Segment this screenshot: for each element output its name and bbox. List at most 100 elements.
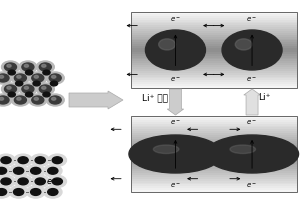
Bar	[130, 52, 297, 54]
Text: $e^-$: $e^-$	[247, 16, 258, 24]
Circle shape	[52, 178, 62, 185]
Bar	[130, 161, 297, 163]
Bar	[130, 142, 297, 144]
Circle shape	[17, 97, 21, 100]
Circle shape	[17, 75, 21, 78]
Bar	[130, 156, 297, 158]
Bar	[130, 48, 297, 50]
Bar	[130, 86, 297, 88]
FancyArrow shape	[167, 89, 184, 115]
Circle shape	[0, 154, 15, 166]
Circle shape	[0, 74, 9, 82]
Bar	[130, 169, 297, 171]
Circle shape	[8, 92, 15, 97]
Bar	[130, 31, 297, 33]
Bar	[130, 36, 297, 39]
Bar	[130, 165, 297, 167]
Bar	[130, 71, 297, 73]
Circle shape	[14, 154, 32, 166]
Circle shape	[24, 64, 28, 67]
Circle shape	[19, 83, 37, 95]
Circle shape	[159, 39, 176, 50]
Circle shape	[0, 167, 7, 174]
Circle shape	[4, 85, 16, 93]
Bar	[130, 42, 297, 44]
Circle shape	[0, 165, 11, 177]
Bar	[130, 163, 297, 165]
Circle shape	[39, 85, 51, 93]
Bar	[130, 38, 297, 40]
Circle shape	[0, 175, 15, 188]
Bar	[130, 118, 297, 120]
Bar	[130, 173, 297, 175]
Circle shape	[1, 157, 11, 164]
Circle shape	[52, 157, 62, 164]
Circle shape	[26, 70, 33, 75]
Text: $e^-$: $e^-$	[247, 118, 258, 127]
Bar	[130, 16, 297, 18]
Circle shape	[16, 81, 23, 86]
Circle shape	[14, 74, 26, 82]
Circle shape	[43, 70, 50, 75]
Circle shape	[26, 186, 45, 198]
Circle shape	[48, 154, 67, 166]
Bar	[130, 40, 297, 42]
Circle shape	[42, 86, 46, 89]
Circle shape	[22, 85, 34, 93]
Circle shape	[42, 64, 46, 67]
Circle shape	[7, 86, 11, 89]
Circle shape	[2, 61, 20, 73]
Circle shape	[48, 167, 58, 174]
Bar	[130, 69, 297, 71]
Circle shape	[14, 96, 26, 104]
Circle shape	[49, 96, 61, 104]
Bar	[130, 123, 297, 126]
Circle shape	[11, 72, 29, 84]
Bar	[130, 21, 297, 23]
Circle shape	[0, 189, 7, 195]
Text: $e^-$: $e^-$	[247, 182, 258, 190]
Bar	[130, 139, 297, 141]
Circle shape	[7, 64, 11, 67]
Circle shape	[18, 157, 28, 164]
Circle shape	[26, 92, 33, 97]
Bar	[130, 55, 297, 58]
Bar	[130, 84, 297, 86]
Circle shape	[34, 75, 38, 78]
Text: $e^-$: $e^-$	[46, 177, 59, 187]
Bar	[130, 180, 297, 182]
Bar	[130, 54, 297, 56]
Circle shape	[2, 83, 20, 95]
Bar	[130, 80, 297, 82]
Bar	[130, 50, 297, 52]
Text: $e^-$: $e^-$	[170, 182, 181, 190]
Bar	[130, 23, 297, 25]
Bar	[130, 46, 297, 48]
Bar	[130, 44, 297, 46]
Circle shape	[14, 175, 32, 188]
Bar	[130, 14, 297, 16]
Circle shape	[0, 75, 4, 78]
Circle shape	[46, 94, 64, 106]
Circle shape	[35, 178, 45, 185]
FancyArrow shape	[244, 89, 260, 115]
Bar	[130, 129, 297, 131]
Bar	[130, 125, 297, 127]
Bar	[130, 177, 297, 179]
Circle shape	[43, 92, 50, 97]
Bar	[130, 12, 297, 14]
Circle shape	[4, 63, 16, 71]
Circle shape	[18, 178, 28, 185]
Circle shape	[36, 83, 54, 95]
Bar	[130, 158, 297, 160]
Ellipse shape	[206, 135, 298, 173]
Circle shape	[9, 165, 28, 177]
Circle shape	[33, 81, 40, 86]
Ellipse shape	[129, 135, 222, 173]
Bar	[130, 190, 297, 192]
Bar	[130, 61, 297, 63]
Circle shape	[31, 154, 50, 166]
Circle shape	[50, 81, 58, 86]
Circle shape	[52, 75, 56, 78]
Text: $e^-$: $e^-$	[247, 76, 258, 84]
